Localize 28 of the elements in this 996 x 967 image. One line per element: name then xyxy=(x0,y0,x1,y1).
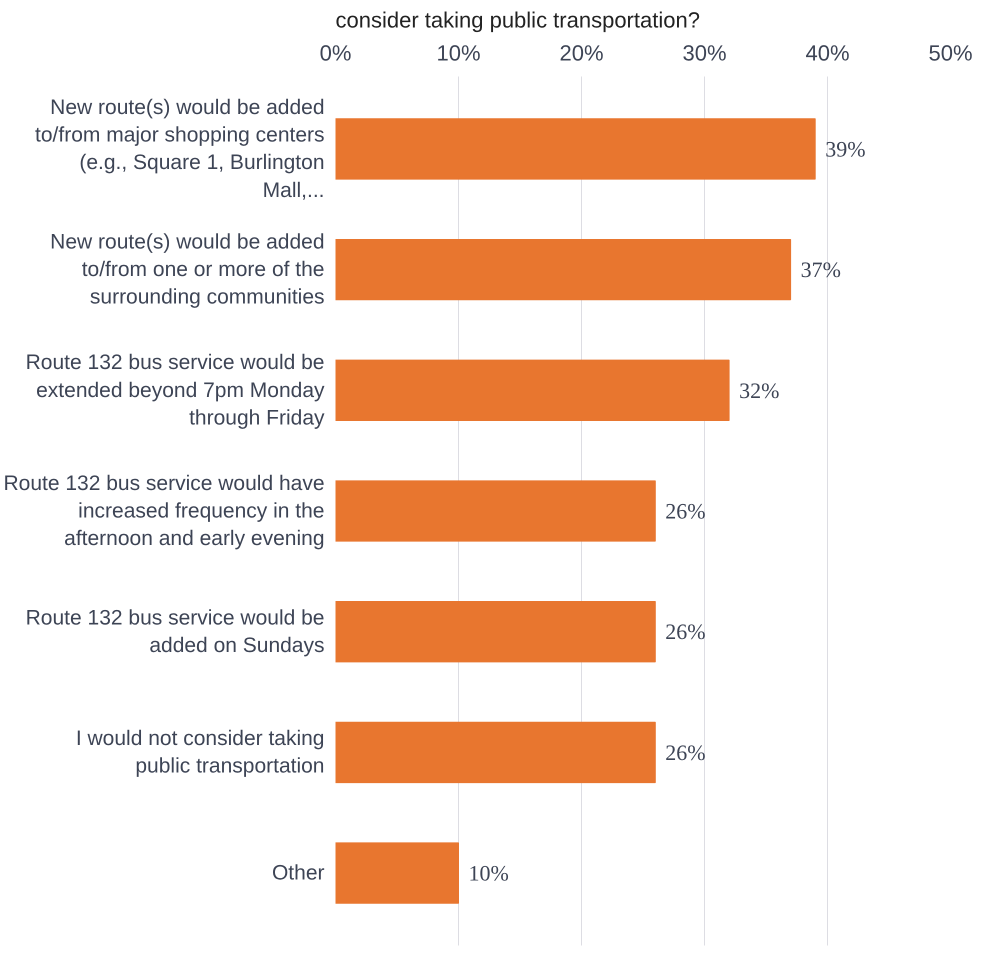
chart-title: consider taking public transportation? xyxy=(336,8,700,32)
x-tick-label: 40% xyxy=(805,40,850,66)
y-tick-label: New route(s) would be added to/from one or more of the surrounding communities xyxy=(50,230,325,309)
data-label: 39% xyxy=(825,136,866,162)
bar xyxy=(336,722,656,784)
data-label: 26% xyxy=(665,498,706,524)
y-tick-label: New route(s) would be added to/from major shopping centers (e.g., Square 1, Burlington Mall,... xyxy=(35,96,325,202)
data-label: 26% xyxy=(665,740,706,765)
bar xyxy=(336,118,816,180)
x-tick-label: 0% xyxy=(320,40,352,66)
data-label: 26% xyxy=(665,619,706,644)
bar xyxy=(336,842,459,904)
bar xyxy=(336,238,792,300)
data-label: 32% xyxy=(739,378,780,403)
data-label: 37% xyxy=(800,257,841,282)
data-label: 10% xyxy=(468,860,509,886)
y-tick-label: Route 132 bus service would have increased frequency in the afternoon and early evening xyxy=(3,472,325,550)
bar xyxy=(336,601,656,662)
bar xyxy=(336,360,730,421)
y-tick-label: Other xyxy=(272,862,325,885)
y-tick-label: Route 132 bus service would be extended beyond 7pm Monday through Friday xyxy=(26,351,325,430)
x-tick-label: 10% xyxy=(436,40,481,66)
y-tick-label: I would not consider taking public transportation xyxy=(76,727,325,778)
x-tick-label: 30% xyxy=(682,40,727,66)
bar xyxy=(336,480,656,542)
y-tick-label: Route 132 bus service would be added on Sundays xyxy=(26,606,325,657)
x-tick-label: 20% xyxy=(559,40,604,66)
x-tick-label: 50% xyxy=(928,40,973,66)
